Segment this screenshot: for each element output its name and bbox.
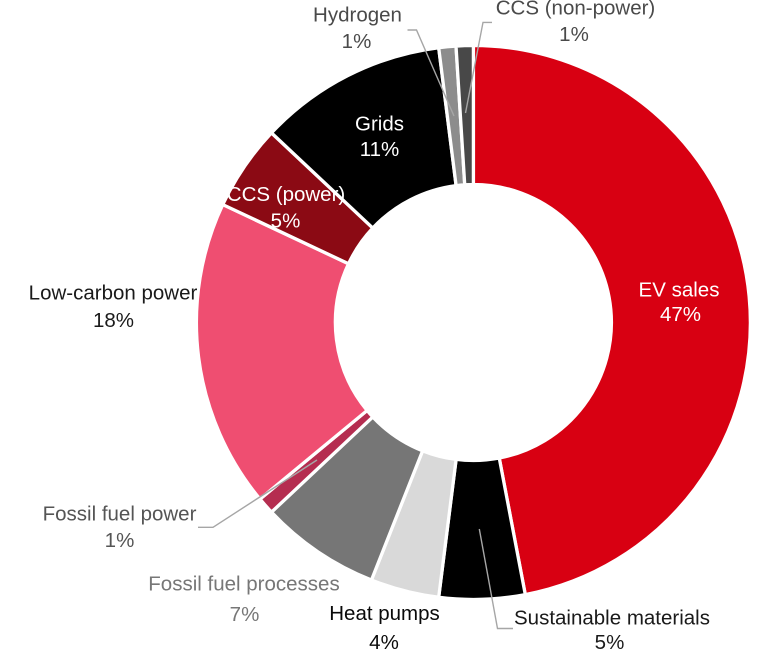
svg-text:7%: 7% xyxy=(230,603,260,626)
svg-text:Hydrogen: Hydrogen xyxy=(313,4,402,27)
svg-text:5%: 5% xyxy=(271,210,301,233)
svg-text:Fossil fuel processes: Fossil fuel processes xyxy=(148,573,339,596)
svg-text:EV sales: EV sales xyxy=(639,279,720,302)
svg-text:Heat pumps: Heat pumps xyxy=(329,602,440,625)
svg-text:Low-carbon power: Low-carbon power xyxy=(29,282,198,305)
svg-text:CCS (non-power): CCS (non-power) xyxy=(496,0,656,20)
svg-text:CCS (power): CCS (power) xyxy=(227,183,345,206)
svg-text:Fossil fuel power: Fossil fuel power xyxy=(43,503,197,526)
svg-text:Sustainable materials: Sustainable materials xyxy=(514,607,710,630)
svg-text:18%: 18% xyxy=(93,309,134,332)
svg-text:11%: 11% xyxy=(360,138,400,161)
svg-text:1%: 1% xyxy=(105,529,135,552)
svg-text:5%: 5% xyxy=(595,631,625,654)
svg-text:1%: 1% xyxy=(559,23,589,46)
svg-text:1%: 1% xyxy=(342,30,372,53)
svg-text:4%: 4% xyxy=(369,631,399,654)
svg-text:Grids: Grids xyxy=(355,113,404,136)
svg-text:47%: 47% xyxy=(660,303,701,326)
